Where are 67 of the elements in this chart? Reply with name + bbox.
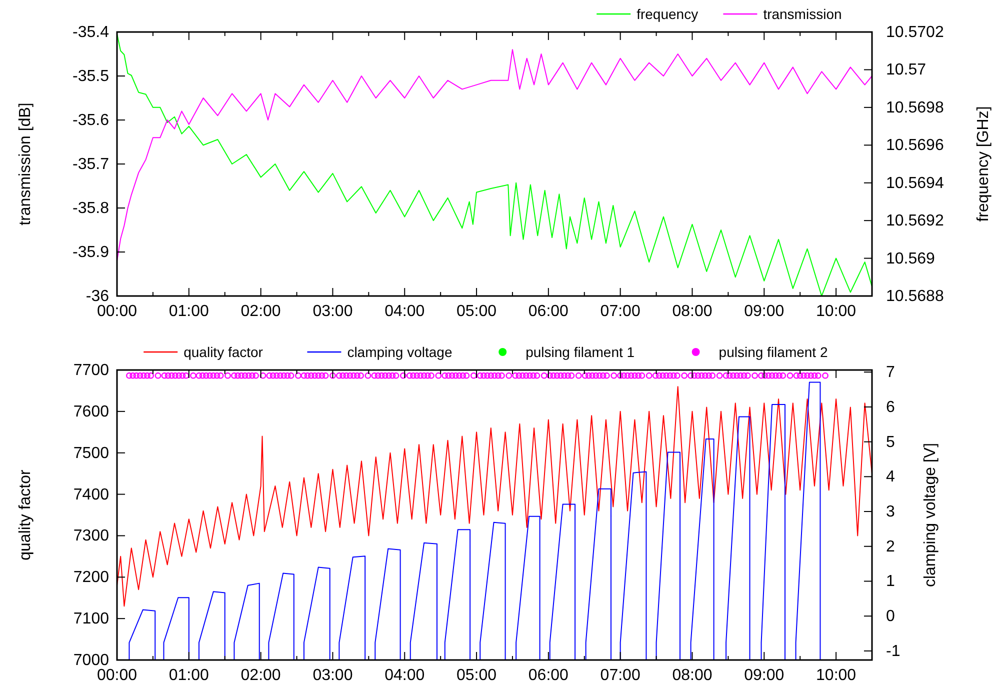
x-tick-label: 07:00 [600,667,640,684]
y-axis-title: transmission [dB] [17,102,34,226]
y2-tick-label: 4 [886,468,895,486]
y2-tick-label: 10.57 [886,62,926,79]
x-tick-label: 09:00 [744,303,784,320]
line-series [117,33,872,296]
y-tick-label: 7300 [73,528,110,545]
y-tick-label: -35.7 [72,156,110,173]
x-tick-label: 01:00 [168,667,210,684]
y-tick-label: 7200 [73,569,110,586]
y2-tick-label: 1 [886,573,895,590]
y-tick-label: -35.5 [72,68,110,85]
legend-label: transmission [763,6,842,22]
y2-tick-label: 7 [886,364,895,382]
y-tick-label: -35.8 [72,200,110,217]
y2-tick-label: 5 [886,434,895,451]
legend-label: pulsing filament 1 [526,344,635,360]
y2-tick-label: -1 [886,642,900,660]
legend-label: quality factor [184,344,264,360]
x-tick-label: 04:00 [384,303,425,320]
y2-tick-label: 6 [886,398,895,416]
y2-axis-title: frequency [GHz] [975,106,992,222]
x-tick-label: 06:00 [528,667,569,684]
y-tick-label: 7400 [73,486,110,504]
x-tick-label: 06:00 [528,303,569,320]
y2-tick-label: 10.5696 [886,137,944,154]
x-tick-label: 00:00 [96,667,138,684]
y-tick-label: 7700 [73,362,110,379]
x-tick-label: 08:00 [672,667,712,684]
y2-tick-label: 10.5692 [886,212,944,230]
x-tick-label: 07:00 [600,303,640,320]
x-tick-label: 10:00 [816,667,856,684]
y2-tick-label: 10.569 [886,250,936,268]
x-tick-label: 02:00 [240,303,281,320]
x-tick-label: 08:00 [672,303,712,320]
y2-axis-title: clamping voltage [V] [922,442,939,588]
y2-tick-label: 0 [886,608,895,626]
y2-tick-label: 10.5688 [886,288,944,305]
y2-tick-label: 3 [886,504,895,521]
legend-label: frequency [636,6,698,22]
x-tick-label: 05:00 [456,667,497,684]
y2-tick-label: 2 [886,538,895,556]
x-tick-label: 01:00 [168,303,210,320]
x-tick-label: 09:00 [744,667,784,684]
x-tick-label: 04:00 [384,667,425,684]
line-series [128,382,821,660]
y-tick-label: 7100 [73,610,110,628]
line-series [117,386,872,607]
y-tick-label: -35.9 [72,244,110,261]
y-tick-label: -35.6 [72,112,110,129]
y-tick-label: -36 [86,288,110,305]
y-tick-label: -35.4 [72,24,110,41]
x-tick-label: 03:00 [312,667,353,684]
y-tick-label: 7600 [73,403,110,420]
y-tick-label: 7000 [73,652,110,669]
y-tick-label: 7500 [73,444,110,462]
x-tick-label: 02:00 [240,667,281,684]
x-tick-label: 10:00 [816,303,856,320]
y2-tick-label: 10.5694 [886,174,944,192]
y-axis-title: quality factor [17,468,34,560]
legend-label: pulsing filament 2 [718,344,828,360]
x-tick-label: 00:00 [96,303,138,320]
legend-label: clamping voltage [347,344,452,360]
x-tick-label: 03:00 [312,303,353,320]
y2-tick-label: 10.5698 [886,99,944,116]
y2-tick-label: 10.5702 [886,24,944,41]
x-tick-label: 05:00 [456,303,497,320]
